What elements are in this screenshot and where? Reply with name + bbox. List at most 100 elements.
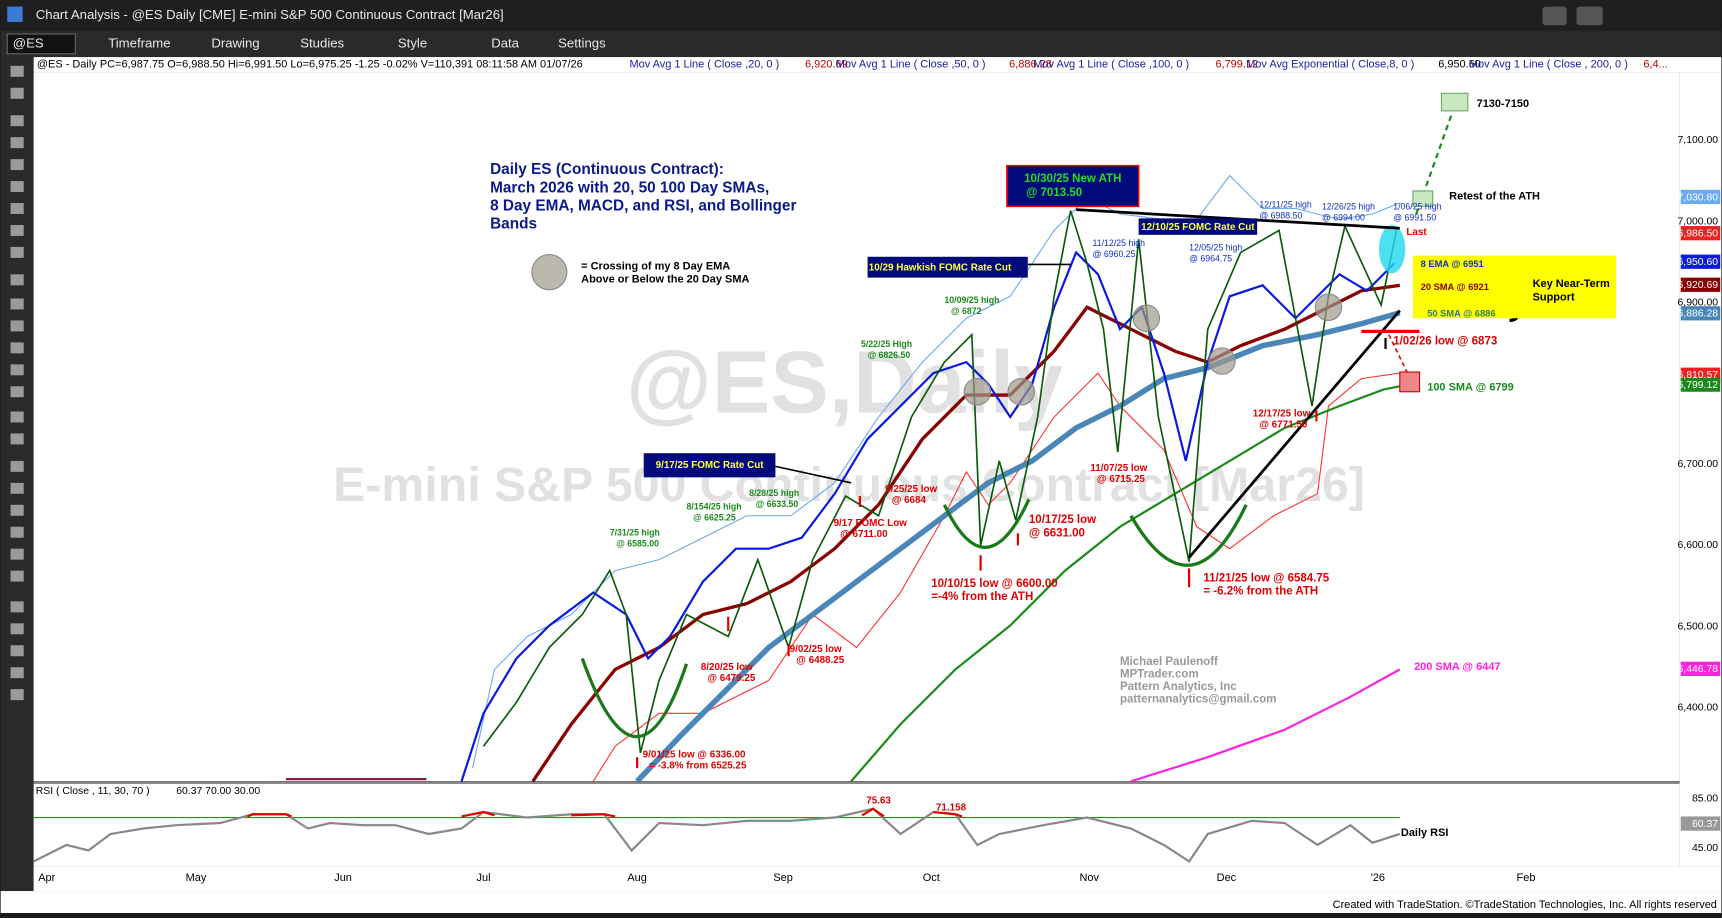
toolbar-menu[interactable]: Data <box>491 35 519 50</box>
high-label: 10/09/25 high <box>944 295 999 305</box>
recent-high-label: @ 6991.50 <box>1393 213 1436 223</box>
major-low-label: @ 6631.00 <box>1029 527 1085 539</box>
toolbar-menu[interactable]: Studies <box>300 35 344 50</box>
toolbar-menu[interactable]: Style <box>398 35 427 50</box>
price-marker: 6,950.60 <box>1678 257 1719 268</box>
support-item: 50 SMA @ 6886 <box>1427 308 1495 318</box>
window-title: Chart Analysis - @ES Daily [CME] E-mini … <box>36 7 504 22</box>
ma-label: 100 SMA @ 6799 <box>1427 381 1514 393</box>
rsi-tick-label: 85.00 <box>1692 794 1718 805</box>
legend-note: = Crossing of my 8 Day EMA <box>581 261 730 273</box>
time-tick-label: Oct <box>923 872 940 884</box>
event-box-text: 9/17/25 FOMC Rate Cut <box>656 460 765 471</box>
legend-note: Above or Below the 20 Day SMA <box>581 274 749 286</box>
event-box-text: 12/10/25 FOMC Rate Cut <box>1141 222 1255 233</box>
rsi-label: Daily RSI <box>1401 827 1449 839</box>
rsi-header: RSI ( Close , 11, 30, 70 ) <box>36 786 150 797</box>
price-tick-label: 6,900.00 <box>1678 298 1719 309</box>
low-label: 12/17/25 low <box>1253 408 1311 419</box>
price-tick-label: 6,500.00 <box>1678 621 1719 632</box>
left-tools <box>0 57 34 892</box>
status-segment: Mov Avg 1 Line ( Close , 200, 0 ) <box>1469 59 1628 71</box>
recent-high-label: @ 6964.75 <box>1189 253 1232 263</box>
status-segment: Mov Avg 1 Line ( Close ,50, 0 ) <box>836 59 986 71</box>
low-label: @ 6684 <box>892 495 927 506</box>
rsi-values: 60.37 70.00 30.00 <box>176 786 260 797</box>
support-item: 8 EMA @ 6951 <box>1421 259 1484 269</box>
price-pane <box>33 72 1680 782</box>
time-tick-label: Nov <box>1079 872 1099 884</box>
rsi-pane <box>33 783 1680 867</box>
low-label: 9/02/25 low <box>790 644 842 655</box>
event-box-text: 10/30/25 New ATH <box>1024 173 1121 185</box>
price-marker: 6,986.50 <box>1678 228 1719 239</box>
text-layer: Chart Analysis - @ES Daily [CME] E-mini … <box>13 7 1718 911</box>
high-label: 7/31/25 high <box>610 528 660 538</box>
major-low-label: 10/17/25 low <box>1029 514 1096 526</box>
chart-title-line: March 2026 with 20, 50 100 Day SMAs, <box>490 179 769 196</box>
symbol-link-button[interactable] <box>1542 6 1567 26</box>
major-low-label: 11/21/25 low @ 6584.75 <box>1203 572 1329 584</box>
time-axis-bg <box>33 866 1722 892</box>
credit-line: Michael Paulenoff <box>1120 656 1218 668</box>
symbol-input[interactable] <box>6 33 76 55</box>
price-marker: 6,446.78 <box>1678 664 1719 675</box>
status-segment: 6,799.12 <box>1215 59 1258 71</box>
price-marker: 6,886.28 <box>1678 309 1719 320</box>
price-axis-markers <box>1680 189 1721 831</box>
recent-high-label: @ 6988.50 <box>1259 210 1302 220</box>
support-label: Key Near-Term <box>1533 278 1610 290</box>
low-label: 11/07/25 low <box>1090 463 1147 474</box>
status-segment: 6,886.28 <box>1009 59 1052 71</box>
high-label: @ 6872 <box>951 306 982 316</box>
time-tick-label: May <box>186 872 207 884</box>
indicator-lines <box>33 92 1525 863</box>
price-marker: 6,799.12 <box>1678 380 1719 391</box>
toolbar-menu[interactable]: Drawing <box>211 35 259 50</box>
toolbar <box>0 30 1722 58</box>
annotation-boxes <box>643 164 1616 478</box>
major-low-label: = -6.2% from the ATH <box>1203 586 1318 598</box>
close-chart-button[interactable] <box>1576 6 1603 26</box>
recent-high-label: 11/12/25 high <box>1093 238 1146 248</box>
price-marker: 6,810.57 <box>1678 370 1719 381</box>
status-line-bg <box>33 57 1722 73</box>
toolbar-menu[interactable]: Timeframe <box>108 35 170 50</box>
major-low-label: 1/02/26 low @ 6873 <box>1393 335 1497 347</box>
watermark-symbol: @ES,Daily <box>626 334 1063 432</box>
rsi-peak-label: 71.158 <box>936 802 967 813</box>
symbol-input-text[interactable]: @ES <box>13 35 44 50</box>
major-low-label: 10/10/15 low @ 6600.00 <box>931 578 1057 590</box>
watermark-name: E-mini S&P 500 Continuous Contract [Mar2… <box>333 458 1365 512</box>
credit-line: patternanalytics@gmail.com <box>1120 694 1277 706</box>
time-tick-label: Apr <box>38 872 55 884</box>
time-tick-label: Jun <box>334 872 352 884</box>
status-segment: 6,4... <box>1643 59 1667 71</box>
high-label: @ 6826.50 <box>868 350 911 360</box>
status-segment: 6,950.60 <box>1438 59 1481 71</box>
time-tick-label: Sep <box>773 872 793 884</box>
chart-title-line: Daily ES (Continuous Contract): <box>490 161 724 178</box>
high-label: @ 6625.25 <box>693 512 736 522</box>
low-label: @ 6715.25 <box>1097 474 1146 485</box>
status-segment: Mov Avg 1 Line ( Close ,20, 0 ) <box>629 59 779 71</box>
time-tick-label: Feb <box>1517 872 1536 884</box>
title-bar <box>0 0 1722 31</box>
low-label: @ 6488.25 <box>796 655 845 666</box>
toolbar-menu[interactable]: Settings <box>558 35 606 50</box>
rsi-peak-label: 75.63 <box>866 796 891 807</box>
target-label: Retest of the ATH <box>1449 190 1540 202</box>
recent-high-label: 12/11/25 high <box>1259 200 1312 210</box>
rsi-tick-label: 60.37 <box>1692 819 1718 830</box>
tool-icons[interactable] <box>10 65 24 701</box>
high-label: 8/28/25 high <box>749 488 799 498</box>
price-tick-label: 6,400.00 <box>1678 703 1719 714</box>
low-label: = -3.8% from 6525.25 <box>649 761 747 772</box>
high-label: 5/22/25 High <box>861 339 912 349</box>
time-tick-label: Jul <box>476 872 490 884</box>
chart-title-line: Bands <box>490 215 537 232</box>
status-segment: Mov Avg Exponential ( Close,8, 0 ) <box>1246 59 1414 71</box>
price-tick-label: 7,000.00 <box>1678 216 1719 227</box>
